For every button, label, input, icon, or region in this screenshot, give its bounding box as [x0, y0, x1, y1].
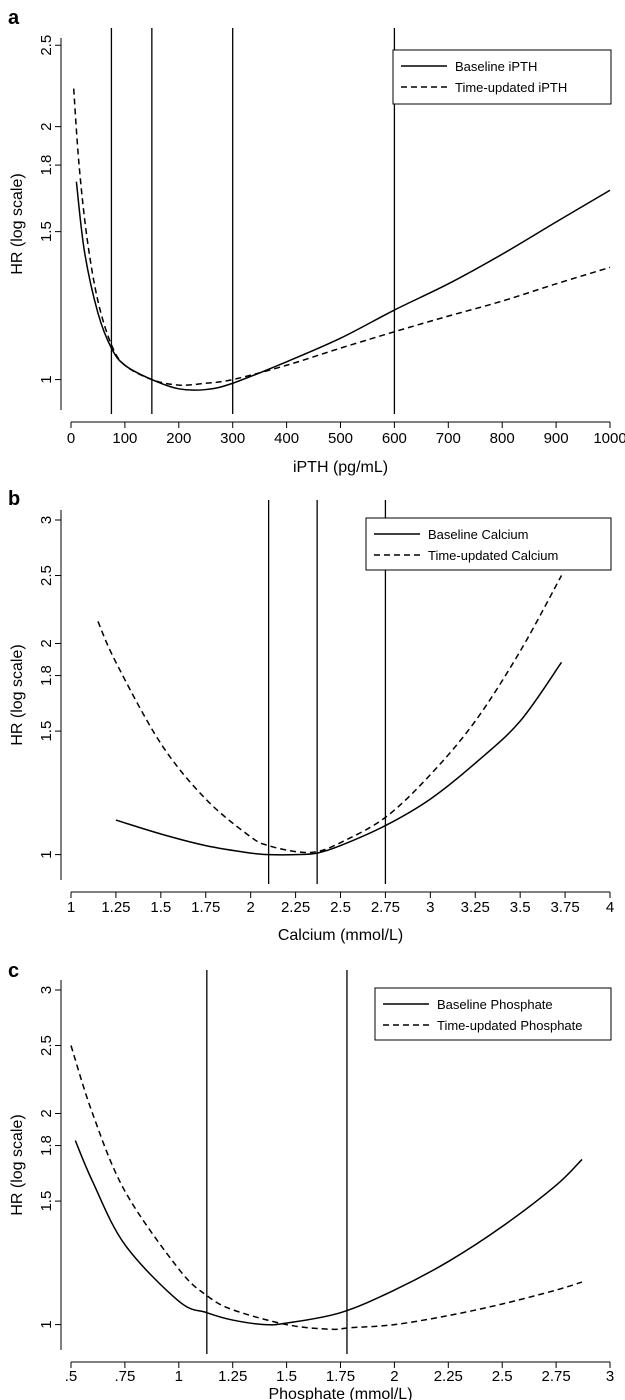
y-tick-label: 2 [38, 639, 55, 647]
x-tick-label: 2.75 [371, 899, 400, 916]
series-line [70, 1045, 583, 1331]
panel-letter: a [8, 7, 20, 29]
panel-b: b 1 1.25 1.5 1.75 2 2.25 2.5 2.75 3 3.25 3.5 3.75 4 Ca… [8, 488, 614, 944]
y-axis: 1 1.5 1.8 2 2.5 3 [38, 980, 62, 1350]
y-tick-label: 2.5 [38, 1035, 55, 1056]
legend-label: Baseline Phosphate [437, 997, 553, 1012]
legend-box [365, 517, 612, 571]
x-tick-label: 2 [390, 1368, 398, 1385]
y-tick-label: 1.8 [38, 665, 55, 686]
x-tick-label: 700 [436, 430, 461, 447]
panel-c: c .5 .75 1 1.25 1.5 1.75 2 2.25 2.5 2.75 3 Phosphate… [8, 960, 614, 1400]
legend: Baseline iPTH Time-updated iPTH [392, 49, 612, 105]
x-tick-label: 1.5 [276, 1368, 297, 1385]
x-tick-label: 2.5 [330, 899, 351, 916]
legend: Baseline Calcium Time-updated Calcium [365, 517, 612, 571]
legend-label: Baseline iPTH [455, 59, 537, 74]
panel-letter: c [8, 960, 19, 982]
legend-label: Time-updated Phosphate [437, 1018, 583, 1033]
y-tick-label: 1.5 [38, 1191, 55, 1212]
x-tick-label: 0 [67, 430, 75, 447]
x-tick-label: .5 [65, 1368, 78, 1385]
x-tick-label: 400 [274, 430, 299, 447]
panel-a: a 0 100 200 300 400 500 600 700 800 900 1000 iPTH (p… [8, 7, 625, 476]
y-tick-label: 1.8 [38, 1135, 55, 1156]
y-axis: 1 1.5 1.8 2 2.5 3 [38, 510, 62, 880]
y-tick-label: 1.5 [38, 221, 55, 242]
legend: Baseline Phosphate Time-updated Phosphate [374, 987, 612, 1041]
y-tick-label: 1 [38, 850, 55, 858]
x-tick-label: 800 [490, 430, 515, 447]
x-tick-label: 200 [166, 430, 191, 447]
panel-letter: b [8, 488, 20, 510]
y-tick-label: 2.5 [38, 35, 55, 56]
x-tick-label: 2.75 [541, 1368, 570, 1385]
series-line [97, 575, 563, 854]
x-tick-label: 300 [220, 430, 245, 447]
legend-label: Baseline Calcium [428, 527, 528, 542]
x-axis: .5 .75 1 1.25 1.5 1.75 2 2.25 2.5 2.75 3 [65, 1361, 614, 1385]
legend-box [374, 987, 612, 1041]
y-axis-title: HR (log scale) [9, 1114, 26, 1215]
x-axis-title: iPTH (pg/mL) [293, 459, 388, 476]
x-tick-label: 2.25 [281, 899, 310, 916]
series-line [74, 1140, 583, 1326]
x-tick-label: 3.5 [510, 899, 531, 916]
x-tick-label: 1.75 [191, 899, 220, 916]
y-tick-label: 1.5 [38, 721, 55, 742]
y-tick-label: 2 [38, 1109, 55, 1117]
series-line [75, 181, 611, 391]
x-tick-label: 1.25 [101, 899, 130, 916]
y-tick-label: 2.5 [38, 565, 55, 586]
x-axis-title: Calcium (mmol/L) [278, 927, 403, 944]
legend-label: Time-updated iPTH [455, 80, 567, 95]
y-tick-label: 2 [38, 122, 55, 130]
x-axis-title: Phosphate (mmol/L) [268, 1386, 412, 1400]
series-line [72, 88, 611, 386]
x-tick-label: 2.25 [434, 1368, 463, 1385]
x-tick-label: 900 [544, 430, 569, 447]
x-tick-label: 3.25 [461, 899, 490, 916]
y-tick-label: 1 [38, 375, 55, 383]
x-tick-label: 3 [426, 899, 434, 916]
y-tick-label: 1.8 [38, 155, 55, 176]
x-tick-label: .75 [114, 1368, 135, 1385]
x-tick-label: 1.25 [218, 1368, 247, 1385]
x-tick-label: 1 [67, 899, 75, 916]
x-tick-label: 3 [606, 1368, 614, 1385]
x-tick-label: 100 [112, 430, 137, 447]
x-tick-label: 1 [175, 1368, 183, 1385]
x-tick-label: 1.5 [150, 899, 171, 916]
x-tick-label: 1.75 [326, 1368, 355, 1385]
x-axis: 1 1.25 1.5 1.75 2 2.25 2.5 2.75 3 3.25 3.5 3.75 4 [67, 891, 614, 916]
x-tick-label: 1000 [593, 430, 625, 447]
y-axis: 1 1.5 1.8 2 2.5 [38, 35, 62, 410]
x-tick-label: 3.75 [550, 899, 579, 916]
y-axis-title: HR (log scale) [9, 173, 26, 274]
y-tick-label: 3 [38, 986, 55, 994]
y-tick-label: 3 [38, 516, 55, 524]
series-line [115, 661, 563, 856]
legend-label: Time-updated Calcium [428, 548, 558, 563]
legend-box [392, 49, 612, 105]
y-axis-title: HR (log scale) [9, 644, 26, 745]
x-tick-label: 2 [246, 899, 254, 916]
x-tick-label: 500 [328, 430, 353, 447]
y-tick-label: 1 [38, 1320, 55, 1328]
x-tick-label: 2.5 [492, 1368, 513, 1385]
x-tick-label: 4 [606, 899, 614, 916]
x-tick-label: 600 [382, 430, 407, 447]
x-axis: 0 100 200 300 400 500 600 700 800 900 1000 [67, 421, 625, 447]
